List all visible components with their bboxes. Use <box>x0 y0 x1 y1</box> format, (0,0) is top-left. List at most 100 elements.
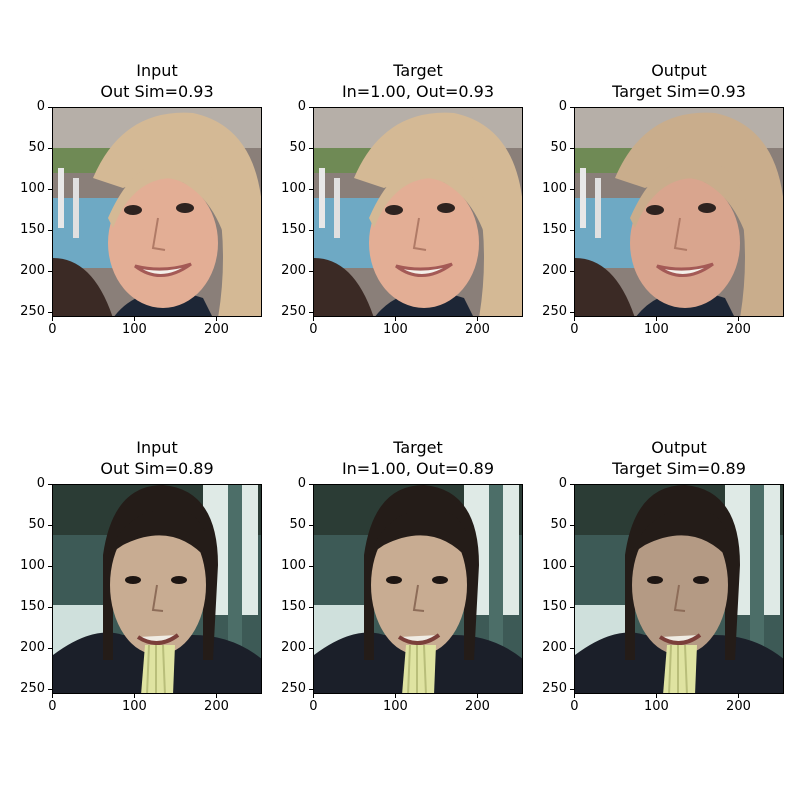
panel-image <box>52 107 262 317</box>
panel-title-line: Input <box>136 438 178 457</box>
x-tick-mark <box>574 694 576 698</box>
panel-image <box>574 484 784 694</box>
y-tick-mark <box>570 148 574 150</box>
panel-title-line: Output <box>651 61 707 80</box>
y-tick-mark <box>570 312 574 314</box>
y-tick-label: 0 <box>558 476 567 492</box>
y-tick-label: 150 <box>542 222 567 238</box>
x-tick-label: 0 <box>48 699 57 714</box>
y-tick-mark <box>48 312 52 314</box>
y-tick-label: 50 <box>550 517 567 533</box>
y-tick-label: 200 <box>542 640 567 656</box>
y-tick-label: 250 <box>20 681 45 697</box>
y-tick-label: 200 <box>20 640 45 656</box>
x-tick-mark <box>738 317 740 321</box>
y-tick-label: 0 <box>297 99 306 115</box>
y-tick-mark <box>309 148 313 150</box>
y-tick-label: 0 <box>36 476 45 492</box>
y-tick-label: 250 <box>281 681 306 697</box>
y-tick-mark <box>570 189 574 191</box>
y-tick-label: 250 <box>542 681 567 697</box>
y-tick-label: 0 <box>558 99 567 115</box>
y-tick-mark <box>48 189 52 191</box>
x-tick-label: 100 <box>644 322 669 337</box>
panel-title: Target In=1.00, Out=0.93 <box>273 60 563 102</box>
x-tick-mark <box>313 694 315 698</box>
x-tick-label: 0 <box>570 699 579 714</box>
panel-title-line: In=1.00, Out=0.89 <box>341 459 495 478</box>
y-tick-label: 100 <box>542 558 567 574</box>
y-tick-mark <box>48 607 52 609</box>
y-tick-label: 250 <box>281 304 306 320</box>
y-tick-label: 50 <box>28 140 45 156</box>
x-tick-label: 200 <box>204 322 229 337</box>
panel-title: Output Target Sim=0.89 <box>534 437 800 479</box>
y-tick-label: 200 <box>281 263 306 279</box>
y-tick-mark <box>570 648 574 650</box>
y-tick-label: 100 <box>281 558 306 574</box>
x-tick-label: 100 <box>383 322 408 337</box>
panel-image <box>574 107 784 317</box>
x-tick-mark <box>216 694 218 698</box>
y-tick-label: 150 <box>20 599 45 615</box>
x-tick-label: 100 <box>383 699 408 714</box>
y-tick-label: 100 <box>20 558 45 574</box>
x-tick-label: 200 <box>465 699 490 714</box>
x-tick-label: 100 <box>122 699 147 714</box>
y-tick-mark <box>48 107 52 109</box>
x-tick-mark <box>574 317 576 321</box>
x-tick-label: 100 <box>122 322 147 337</box>
y-tick-mark <box>570 566 574 568</box>
y-tick-label: 100 <box>542 181 567 197</box>
x-tick-mark <box>738 694 740 698</box>
y-tick-mark <box>48 271 52 273</box>
x-tick-mark <box>395 694 397 698</box>
x-tick-mark <box>656 317 658 321</box>
x-tick-label: 0 <box>570 322 579 337</box>
y-tick-label: 50 <box>28 517 45 533</box>
y-tick-label: 50 <box>289 517 306 533</box>
x-tick-mark <box>656 694 658 698</box>
y-tick-mark <box>309 607 313 609</box>
y-tick-mark <box>48 148 52 150</box>
panel-title-line: Target <box>393 438 443 457</box>
panel-title: Input Out Sim=0.89 <box>12 437 302 479</box>
x-tick-label: 0 <box>309 699 318 714</box>
y-tick-label: 150 <box>20 222 45 238</box>
y-tick-mark <box>309 525 313 527</box>
y-tick-mark <box>48 566 52 568</box>
panel-title-line: Target Sim=0.89 <box>612 459 746 478</box>
y-tick-mark <box>309 566 313 568</box>
x-tick-mark <box>52 317 54 321</box>
y-tick-label: 150 <box>281 599 306 615</box>
y-tick-mark <box>309 230 313 232</box>
x-tick-mark <box>134 694 136 698</box>
y-tick-label: 200 <box>542 263 567 279</box>
x-tick-label: 200 <box>726 699 751 714</box>
y-tick-mark <box>570 107 574 109</box>
x-tick-label: 0 <box>309 322 318 337</box>
y-tick-mark <box>570 230 574 232</box>
x-tick-label: 0 <box>48 322 57 337</box>
y-tick-label: 200 <box>20 263 45 279</box>
y-tick-mark <box>309 312 313 314</box>
x-tick-mark <box>313 317 315 321</box>
y-tick-mark <box>309 689 313 691</box>
y-tick-mark <box>48 230 52 232</box>
y-tick-mark <box>309 648 313 650</box>
x-tick-mark <box>477 317 479 321</box>
y-tick-mark <box>48 648 52 650</box>
y-tick-label: 100 <box>281 181 306 197</box>
y-tick-label: 200 <box>281 640 306 656</box>
panel-title-line: Out Sim=0.93 <box>100 82 214 101</box>
panel-image <box>313 107 523 317</box>
panel-title: Input Out Sim=0.93 <box>12 60 302 102</box>
panel-title-line: Input <box>136 61 178 80</box>
y-tick-label: 150 <box>281 222 306 238</box>
y-tick-mark <box>570 484 574 486</box>
panel-title-line: Target <box>393 61 443 80</box>
panel-image <box>52 484 262 694</box>
x-tick-mark <box>477 694 479 698</box>
y-tick-label: 0 <box>297 476 306 492</box>
panel-title: Output Target Sim=0.93 <box>534 60 800 102</box>
